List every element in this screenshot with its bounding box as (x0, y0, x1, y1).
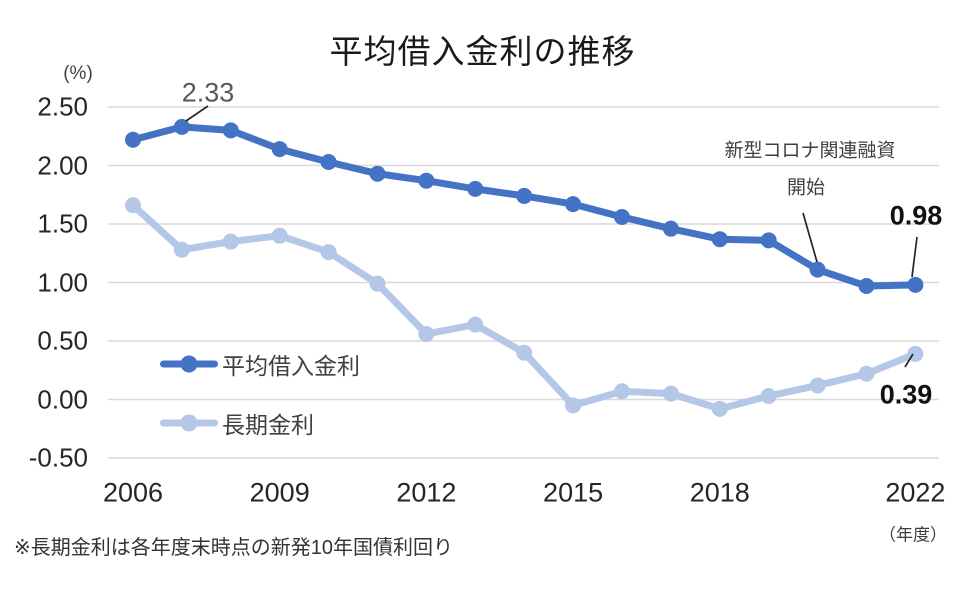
data-point-average-rate (369, 165, 386, 182)
legend-dot-longterm-rate (180, 414, 198, 432)
chart-title: 平均借入金利の推移 (329, 33, 636, 70)
y-axis-tick-label: 1.50 (37, 208, 88, 239)
data-point-longterm-rate (418, 325, 435, 342)
x-axis-tick-label: 2022 (885, 477, 946, 508)
data-point-average-rate (565, 196, 582, 213)
annotation-leader-line (802, 212, 818, 263)
x-axis-unit-label: （年度） (879, 525, 947, 545)
data-point-longterm-rate (711, 400, 728, 417)
legend-line-marker-average-rate (160, 355, 218, 373)
annotation-2022-longterm-value: 0.39 (879, 379, 933, 410)
data-point-longterm-rate (125, 197, 141, 214)
data-point-average-rate (858, 278, 875, 295)
legend-line-marker-longterm-rate (160, 414, 218, 432)
data-point-average-rate (516, 187, 533, 204)
data-point-average-rate (711, 231, 728, 248)
y-axis-tick-label: -0.50 (28, 442, 88, 473)
data-point-longterm-rate (858, 365, 875, 382)
x-axis-tick-label: 2006 (102, 477, 164, 508)
y-axis-tick-label: 2.50 (37, 91, 88, 122)
x-axis-tick-label: 2015 (543, 477, 604, 508)
annotation-leader-line (904, 353, 914, 368)
data-point-average-rate (809, 261, 826, 278)
annotation-leader-line (911, 236, 918, 278)
annotation-2007-peak-value: 2.33 (181, 77, 235, 108)
annotation-covid-line2: 開始 (786, 177, 826, 199)
data-point-longterm-rate (565, 397, 582, 414)
y-axis-unit-label: (%) (63, 63, 93, 84)
annotation-covid-line1: 新型コロナ関連融資 (724, 140, 896, 162)
data-point-longterm-rate (614, 383, 630, 400)
data-point-longterm-rate (467, 316, 484, 333)
data-point-longterm-rate (809, 377, 826, 394)
data-point-longterm-rate (369, 275, 386, 292)
y-axis-tick-label: 0.50 (37, 325, 88, 356)
legend-label-longterm-rate: 長期金利 (222, 412, 314, 438)
legend-dot-average-rate (180, 355, 198, 373)
data-point-average-rate (320, 153, 337, 170)
data-point-average-rate (271, 141, 288, 158)
data-point-longterm-rate (662, 385, 679, 402)
data-point-average-rate (760, 232, 777, 249)
y-axis-tick-label: 1.00 (37, 267, 88, 297)
chart-footnote: ※長期金利は各年度末時点の新発10年国債利回り (14, 537, 454, 559)
x-axis-tick-label: 2009 (249, 477, 310, 508)
x-axis-tick-label: 2012 (396, 477, 457, 508)
legend-label-average-rate: 平均借入金利 (222, 353, 360, 379)
y-axis-tick-label: 0.00 (37, 384, 88, 414)
data-point-average-rate (125, 131, 141, 148)
annotation-leader-line (185, 105, 209, 122)
data-point-average-rate (418, 172, 435, 189)
data-point-average-rate (222, 122, 239, 139)
x-axis-tick-label: 2018 (689, 477, 750, 508)
data-point-longterm-rate (173, 241, 190, 258)
data-point-average-rate (467, 180, 484, 197)
data-point-longterm-rate (222, 233, 239, 250)
data-point-average-rate (173, 118, 190, 135)
data-point-average-rate (907, 276, 924, 293)
data-point-average-rate (614, 208, 630, 225)
y-axis-tick-label: 2.00 (37, 150, 88, 180)
annotation-2022-average-value: 0.98 (889, 200, 943, 231)
data-point-longterm-rate (320, 244, 337, 261)
legend-item-longterm-rate: 長期金利 (160, 406, 314, 440)
data-point-longterm-rate (516, 344, 533, 361)
data-point-average-rate (662, 220, 679, 237)
data-point-longterm-rate (271, 227, 288, 244)
data-point-longterm-rate (760, 387, 777, 404)
legend-item-average-rate: 平均借入金利 (160, 347, 360, 381)
